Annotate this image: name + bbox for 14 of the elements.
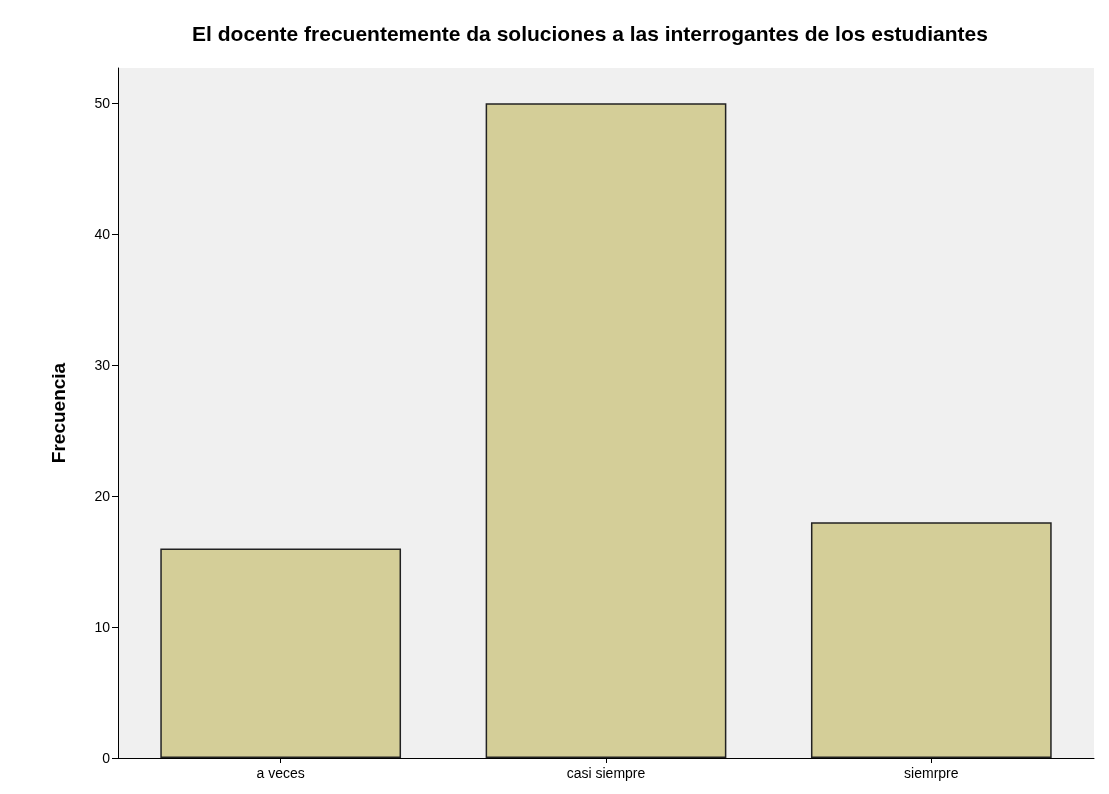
x-tick-label: casi siempre — [566, 765, 646, 781]
y-tick-label: 10 — [94, 619, 111, 636]
chart-title: El docente frecuentemente da soluciones a las interrogantes de los estudiantes — [192, 22, 988, 45]
y-axis-title: Frecuencia — [48, 362, 69, 464]
y-tick-label: 0 — [102, 750, 111, 766]
y-tick-label: 20 — [94, 488, 111, 505]
bar — [485, 103, 727, 758]
bar — [810, 522, 1052, 758]
x-tick-label: siemrpre — [904, 765, 959, 781]
y-tick-label: 40 — [94, 226, 111, 243]
y-tick-label: 50 — [94, 95, 111, 112]
bar — [160, 548, 402, 758]
y-tick-label: 30 — [94, 357, 111, 374]
x-tick-label: a veces — [256, 765, 305, 781]
